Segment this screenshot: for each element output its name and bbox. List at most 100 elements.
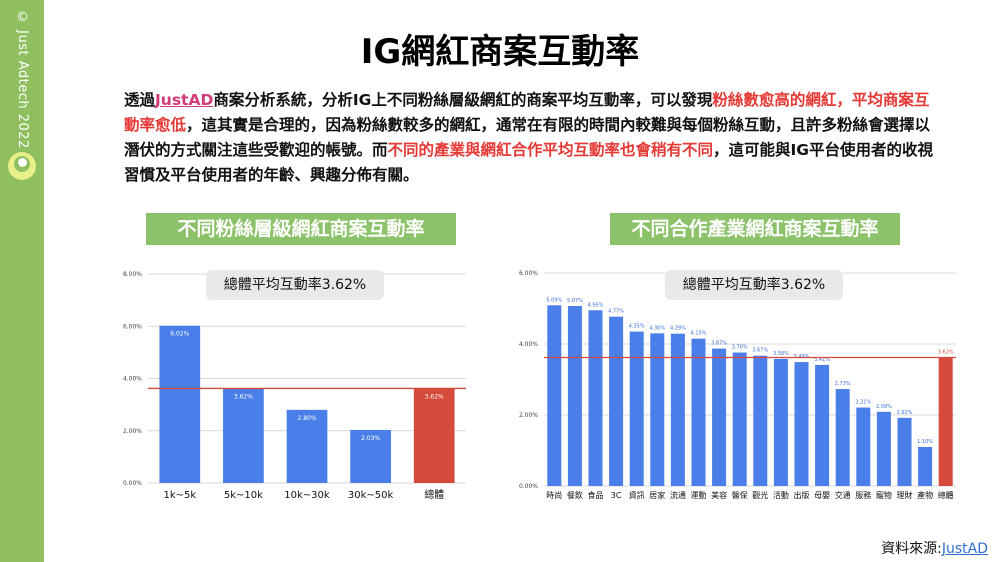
x-tick-label: 出版 bbox=[794, 490, 810, 500]
bar bbox=[815, 364, 830, 486]
bar bbox=[732, 352, 747, 486]
bar bbox=[670, 333, 685, 486]
x-tick-label: 1k~5k bbox=[163, 490, 196, 501]
y-tick-label: 6.00% bbox=[519, 270, 538, 277]
x-tick-label: 餐飲 bbox=[567, 490, 583, 500]
y-tick-label: 6.00% bbox=[123, 323, 142, 330]
bar bbox=[567, 306, 582, 486]
data-label: 4.95% bbox=[588, 302, 604, 308]
bar bbox=[856, 407, 871, 486]
bar bbox=[876, 411, 891, 486]
data-label: 3.87% bbox=[711, 341, 727, 347]
source-label: 資料來源: bbox=[881, 541, 942, 557]
chart-1-title: 不同粉絲層級網紅商案互動率 bbox=[146, 213, 456, 245]
bar bbox=[650, 333, 665, 486]
intro-highlight-2: 不同的產業與網紅合作平均互動率也會稍有不同 bbox=[387, 141, 714, 159]
x-tick-label: 服務 bbox=[855, 490, 871, 500]
intro-text-2: 商案分析系統，分析IG上不同粉絲層級網紅的商案平均互動率，可以發現 bbox=[213, 91, 713, 109]
intro-paragraph: 透過JustAD商案分析系統，分析IG上不同粉絲層級網紅的商案平均互動率，可以發… bbox=[124, 88, 944, 188]
source-link[interactable]: JustAD bbox=[941, 541, 988, 557]
chart-1-follower-tier: 0.00% 2.00% 4.00% 6.00% 8.00% 6.02% 1k~5k 3.62%… bbox=[123, 271, 466, 501]
bar bbox=[413, 388, 455, 483]
x-tick-label: 總體 bbox=[424, 488, 444, 501]
data-label: 2.03% bbox=[361, 435, 380, 442]
data-label: 3.62% bbox=[234, 393, 253, 400]
bar bbox=[794, 362, 809, 486]
y-tick-label: 0.00% bbox=[123, 480, 142, 487]
bar bbox=[629, 331, 644, 486]
copyright-text: © Just Adtech 2022 bbox=[15, 10, 30, 149]
sidebar bbox=[0, 0, 44, 562]
bar bbox=[773, 358, 788, 486]
bar bbox=[286, 409, 328, 483]
y-tick-label: 2.00% bbox=[123, 428, 142, 435]
bar bbox=[350, 429, 391, 483]
data-label: 1.92% bbox=[897, 410, 913, 416]
x-tick-label: 時尚 bbox=[546, 490, 562, 500]
x-tick-label: 流通 bbox=[670, 490, 686, 500]
x-tick-label: 30k~50k bbox=[348, 490, 394, 501]
y-tick-label: 8.00% bbox=[123, 271, 142, 278]
data-label: 4.30% bbox=[649, 325, 665, 331]
data-label: 2.80% bbox=[297, 415, 316, 422]
intro-text-1: 透過 bbox=[124, 91, 156, 109]
chart-2-title: 不同合作產業網紅商案互動率 bbox=[610, 213, 900, 245]
x-tick-label: 10k~30k bbox=[284, 490, 330, 501]
data-label: 3.62% bbox=[938, 349, 954, 355]
y-tick-label: 4.00% bbox=[519, 341, 538, 348]
data-label: 2.73% bbox=[835, 381, 851, 387]
x-tick-label: 產物 bbox=[917, 490, 933, 500]
x-tick-label: 資訊 bbox=[629, 490, 645, 500]
y-tick-label: 4.00% bbox=[123, 376, 142, 383]
data-label: 4.15% bbox=[691, 331, 707, 337]
x-tick-label: 寵物 bbox=[876, 490, 892, 500]
x-tick-label: 總體 bbox=[938, 490, 954, 500]
bar bbox=[753, 355, 768, 486]
data-label: 2.09% bbox=[876, 404, 892, 410]
y-tick-label: 0.00% bbox=[519, 483, 538, 490]
chart-1-average-badge: 總體平均互動率3.62% bbox=[206, 270, 384, 300]
bar bbox=[712, 348, 727, 486]
intro-text-3: ，這其實是合理的，因為粉絲數較多的網紅，通常在有限的時間內較難與每個粉絲互動，且… bbox=[124, 116, 931, 159]
bar bbox=[547, 305, 562, 486]
chart-2-average-badge: 總體平均互動率3.62% bbox=[665, 270, 843, 300]
chart-2-industry: 0.00% 2.00% 4.00% 6.00% 5.09% 時尚 5.07% 餐飲 4.95% 食… bbox=[519, 270, 956, 500]
data-label: 5.07% bbox=[567, 298, 583, 304]
x-tick-label: 交通 bbox=[835, 490, 851, 500]
data-label: 3.67% bbox=[752, 348, 768, 354]
x-tick-label: 母嬰 bbox=[814, 491, 830, 500]
x-tick-label: 居家 bbox=[649, 490, 665, 500]
moon-logo-icon bbox=[8, 152, 36, 180]
intro-highlight-1: 粉絲數愈高的網紅，平均商案互動率愈低 bbox=[124, 91, 930, 134]
data-label: 3.58% bbox=[773, 351, 789, 357]
intro-text-4: ，這可能與IG平台使用者的收視習慣及平台使用者的年齡、興趣分佈有關。 bbox=[124, 141, 934, 184]
x-tick-label: 食品 bbox=[588, 490, 604, 500]
x-tick-label: 理財 bbox=[897, 490, 913, 500]
bar bbox=[918, 446, 933, 486]
x-tick-label: 運動 bbox=[691, 491, 707, 500]
data-label: 2.21% bbox=[855, 400, 871, 406]
data-label: 4.35% bbox=[629, 324, 645, 330]
page-title: IG網紅商案互動率 bbox=[360, 32, 640, 72]
bar bbox=[159, 325, 201, 483]
intro-brand-link[interactable]: JustAD bbox=[155, 91, 214, 109]
bar bbox=[588, 310, 603, 486]
bar bbox=[835, 389, 850, 486]
data-label: 5.09% bbox=[546, 297, 562, 303]
x-tick-label: 3C bbox=[611, 491, 622, 500]
data-label: 3.76% bbox=[732, 345, 748, 351]
data-label: 3.41% bbox=[814, 357, 830, 363]
bar bbox=[223, 388, 264, 483]
x-tick-label: 5k~10k bbox=[224, 490, 263, 501]
bar bbox=[691, 338, 706, 486]
x-tick-label: 活動 bbox=[773, 490, 789, 500]
y-tick-label: 2.00% bbox=[519, 412, 538, 419]
data-label: 3.62% bbox=[425, 393, 444, 400]
data-label: 1.10% bbox=[917, 439, 933, 445]
x-tick-label: 美容 bbox=[711, 490, 727, 500]
bar bbox=[897, 417, 912, 486]
x-tick-label: 觀光 bbox=[752, 490, 768, 500]
data-label: 6.02% bbox=[170, 331, 189, 338]
x-tick-label: 醫保 bbox=[732, 490, 748, 500]
data-label: 4.77% bbox=[608, 309, 624, 315]
